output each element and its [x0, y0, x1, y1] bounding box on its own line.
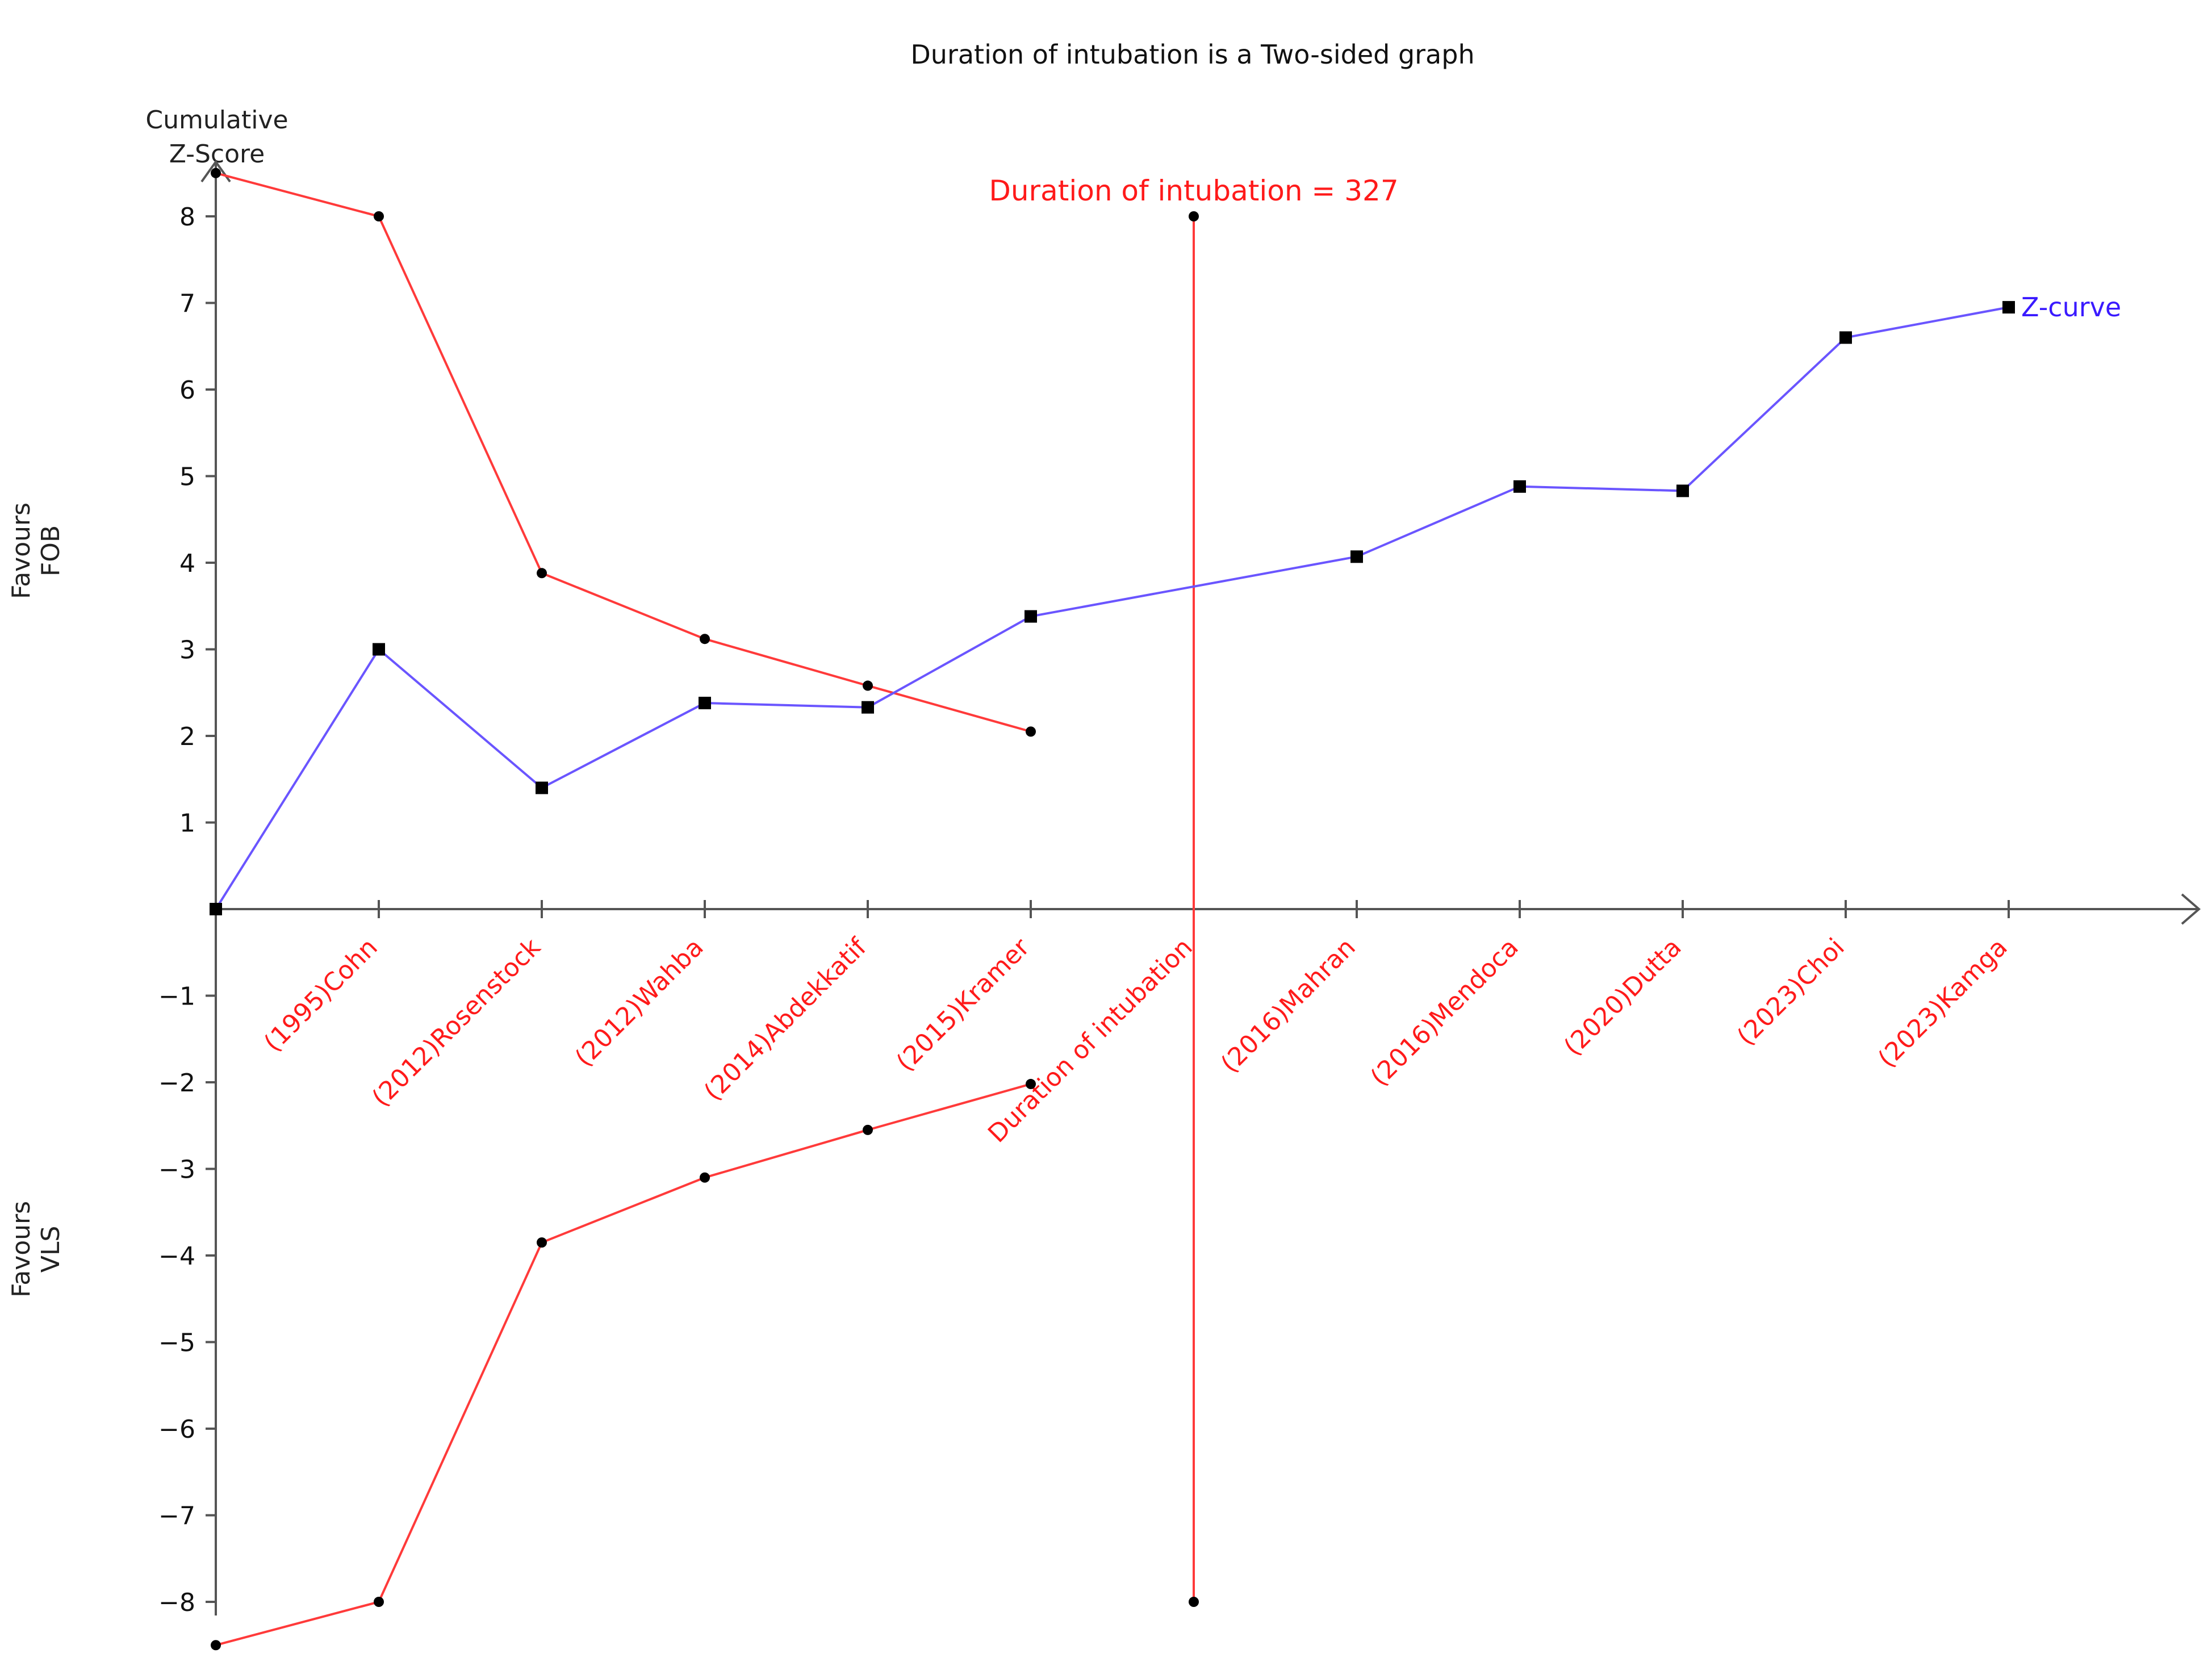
ris-top-marker [1189, 211, 1199, 221]
z-curve-point [1513, 480, 1526, 493]
x-category-label: (2023)Choi [1732, 933, 1850, 1052]
z-curve-point [210, 903, 222, 915]
z-curve-point [2002, 301, 2015, 314]
upper-boundary-point [537, 568, 547, 579]
lower-boundary-point [537, 1237, 547, 1248]
svg-text:Favours: Favours [7, 1201, 36, 1298]
x-category-label: (2020)Dutta [1558, 933, 1687, 1062]
y-axis-label-line1: Cumulative [145, 106, 288, 135]
x-category-label: (2015)Kramer [891, 932, 1036, 1077]
lower-boundary-point [211, 1640, 221, 1651]
y-tick-label: −6 [158, 1415, 195, 1444]
upper-boundary-point [374, 211, 384, 221]
z-curve-series [210, 301, 2015, 915]
lower-boundary-point [863, 1124, 873, 1135]
x-category-label: (2012)Wahba [570, 933, 709, 1073]
upper-boundary-point [700, 634, 710, 644]
lower-boundary-point [374, 1597, 384, 1607]
y-tick-label: 6 [179, 376, 195, 405]
upper-boundary-line [215, 171, 1031, 733]
y-tick-label: 3 [179, 636, 195, 665]
y-tick-label: −5 [158, 1329, 195, 1358]
y-tick-label: −1 [158, 982, 195, 1011]
x-category-label: (2016)Mahran [1215, 933, 1361, 1079]
required-information-size-label: Duration of intubation = 327 [989, 174, 1398, 207]
y-tick-label: 1 [179, 809, 195, 838]
z-curve-point [1839, 331, 1852, 344]
z-curve-line [215, 306, 2009, 910]
svg-text:FOB: FOB [36, 525, 65, 576]
y-ticks: 8 7 6 5 4 3 2 1 −1 −2 −3 −4 −5 −6 −7 −8 [158, 203, 216, 1617]
y-tick-label: 8 [179, 203, 195, 232]
required-information-size-line [1189, 211, 1199, 1607]
x-category-label: (2012)Rosenstock [366, 932, 546, 1112]
z-curve-point [862, 701, 874, 714]
svg-text:VLS: VLS [36, 1226, 65, 1273]
svg-text:Favours: Favours [7, 503, 36, 599]
upper-boundary-point [211, 168, 221, 178]
upper-boundary-point [1026, 726, 1036, 737]
x-axis-arrow [2181, 893, 2201, 925]
ris-bottom-marker [1189, 1597, 1199, 1607]
lower-boundary-line [215, 1083, 1031, 1647]
favours-vls-label: Favours VLS [7, 1201, 65, 1298]
z-curve-point [1025, 610, 1037, 623]
lower-boundary-point [1026, 1079, 1036, 1090]
favours-fob-label: Favours FOB [7, 503, 65, 599]
y-tick-label: 2 [179, 722, 195, 751]
x-category-label: (2023)Kamga [1872, 933, 2013, 1074]
z-curve-label: Z-curve [2021, 292, 2121, 323]
x-category-label: (2016)Mendoca [1365, 933, 1524, 1092]
y-tick-label: 4 [179, 549, 195, 578]
y-tick-label: −8 [158, 1588, 195, 1617]
z-curve-point [1350, 550, 1363, 563]
x-category-label: (2014)Abdekkatif [699, 932, 873, 1107]
lower-boundary-point [700, 1172, 710, 1183]
y-tick-label: −3 [158, 1156, 195, 1185]
y-tick-label: −4 [158, 1242, 195, 1271]
z-curve-point [1676, 484, 1689, 497]
z-curve-point [536, 781, 548, 794]
x-category-label: (1995)Cohn [258, 933, 383, 1058]
chart-title: Duration of intubation is a Two-sided gr… [910, 39, 1474, 70]
y-tick-label: −7 [158, 1502, 195, 1531]
x-ticks: (1995)Cohn(2012)Rosenstock (2012)Wahba(20… [258, 900, 2013, 1148]
y-tick-label: 5 [179, 463, 195, 492]
z-curve-point [699, 697, 711, 710]
upper-boundary-point [863, 680, 873, 691]
upper-boundary-series [211, 168, 1036, 737]
z-curve-point [373, 643, 385, 656]
y-tick-label: 7 [179, 290, 195, 319]
y-tick-label: −2 [158, 1069, 195, 1098]
lower-boundary-series [211, 1079, 1036, 1651]
